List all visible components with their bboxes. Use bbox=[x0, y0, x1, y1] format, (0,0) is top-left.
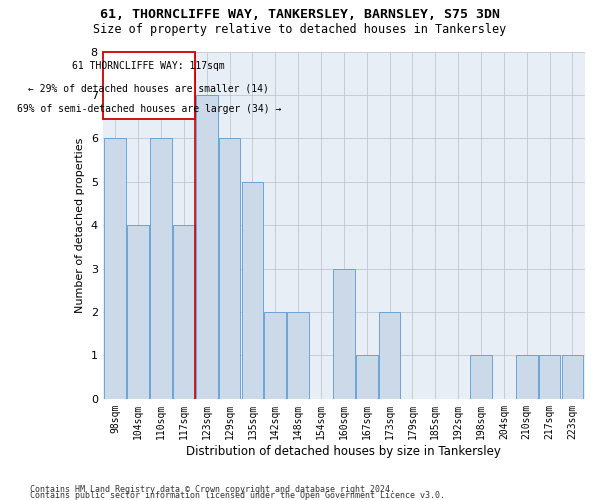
Bar bbox=[539, 356, 560, 399]
Bar bbox=[242, 182, 263, 399]
Bar bbox=[104, 138, 126, 399]
Bar bbox=[265, 312, 286, 399]
Text: 69% of semi-detached houses are larger (34) →: 69% of semi-detached houses are larger (… bbox=[17, 104, 281, 114]
X-axis label: Distribution of detached houses by size in Tankersley: Distribution of detached houses by size … bbox=[187, 444, 502, 458]
Text: Size of property relative to detached houses in Tankersley: Size of property relative to detached ho… bbox=[94, 22, 506, 36]
Y-axis label: Number of detached properties: Number of detached properties bbox=[75, 138, 85, 313]
Text: ← 29% of detached houses are smaller (14): ← 29% of detached houses are smaller (14… bbox=[28, 84, 269, 94]
Bar bbox=[516, 356, 538, 399]
Bar bbox=[470, 356, 492, 399]
Bar bbox=[173, 225, 195, 399]
Bar bbox=[333, 268, 355, 399]
Bar bbox=[219, 138, 241, 399]
Bar bbox=[356, 356, 377, 399]
Bar bbox=[287, 312, 309, 399]
Text: Contains public sector information licensed under the Open Government Licence v3: Contains public sector information licen… bbox=[30, 491, 445, 500]
Text: Contains HM Land Registry data © Crown copyright and database right 2024.: Contains HM Land Registry data © Crown c… bbox=[30, 484, 395, 494]
Text: 61 THORNCLIFFE WAY: 117sqm: 61 THORNCLIFFE WAY: 117sqm bbox=[73, 61, 225, 71]
FancyBboxPatch shape bbox=[103, 52, 195, 119]
Bar bbox=[150, 138, 172, 399]
Bar bbox=[379, 312, 400, 399]
Text: 61, THORNCLIFFE WAY, TANKERSLEY, BARNSLEY, S75 3DN: 61, THORNCLIFFE WAY, TANKERSLEY, BARNSLE… bbox=[100, 8, 500, 20]
Bar bbox=[196, 95, 218, 399]
Bar bbox=[127, 225, 149, 399]
Bar bbox=[562, 356, 583, 399]
